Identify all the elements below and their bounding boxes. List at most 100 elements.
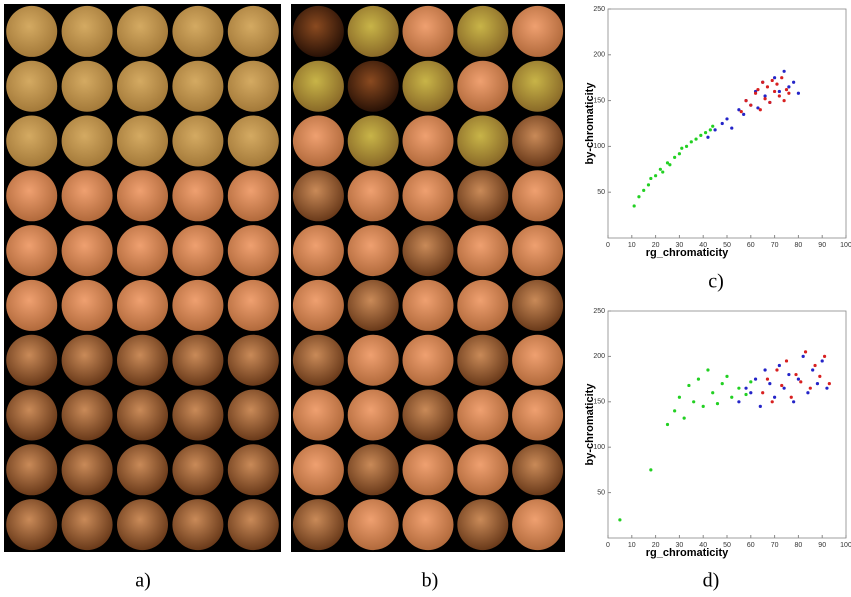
frame-thumbnail (117, 115, 168, 167)
x-tick-label: 70 (771, 542, 779, 549)
point (782, 69, 786, 73)
point (768, 100, 772, 105)
point (737, 108, 741, 112)
x-tick-label: 20 (652, 542, 660, 549)
frame-thumbnail (6, 334, 58, 386)
frame-thumbnail (512, 5, 564, 57)
y-axis-title: by-chromaticity (584, 82, 596, 165)
frame-thumbnail (117, 225, 168, 277)
point (782, 99, 786, 103)
frame-thumbnail (172, 170, 224, 222)
point (808, 386, 812, 390)
point (725, 117, 729, 121)
frame-thumbnail (227, 444, 279, 496)
point (703, 131, 708, 135)
point (654, 174, 658, 178)
x-tick-label: 80 (795, 242, 803, 249)
point (642, 188, 646, 192)
point (673, 409, 677, 413)
point (775, 368, 779, 372)
frame-thumbnail (61, 5, 113, 57)
x-tick-label: 0 (606, 242, 610, 249)
x-tick-label: 90 (818, 542, 826, 549)
point (744, 386, 748, 390)
x-tick-label: 50 (723, 242, 731, 249)
frame-thumbnail (347, 334, 399, 386)
x-tick-label: 20 (652, 242, 660, 249)
x-tick-label: 60 (747, 542, 755, 549)
frame-thumbnail (227, 170, 279, 222)
point (725, 374, 729, 378)
caption: b) (422, 570, 439, 592)
frame-thumbnail (172, 334, 224, 386)
point (796, 377, 801, 381)
frame-thumbnail (292, 334, 344, 386)
point (775, 82, 779, 86)
point (813, 363, 817, 368)
point (711, 391, 715, 395)
point (792, 80, 796, 84)
point (789, 395, 793, 399)
frame-thumbnail (227, 60, 279, 112)
frame-thumbnail (347, 170, 399, 222)
frame-thumbnail (457, 115, 509, 167)
plot-frame (607, 310, 847, 539)
frame-thumbnail (292, 170, 344, 222)
point (689, 140, 693, 144)
frame-thumbnail (6, 389, 58, 441)
point (780, 76, 784, 80)
point (715, 402, 720, 406)
point (827, 382, 831, 386)
frame-thumbnail (172, 115, 224, 167)
frame-thumbnail (347, 444, 399, 496)
frame-thumbnail (6, 279, 58, 331)
x-tick-label: 80 (795, 542, 803, 549)
point (749, 103, 753, 107)
point (694, 137, 698, 141)
frame-thumbnail (292, 115, 344, 167)
frame-thumbnail (457, 334, 509, 386)
frame-thumbnail (172, 389, 224, 441)
frame-thumbnail (6, 499, 58, 551)
point (773, 89, 777, 94)
point (758, 108, 762, 112)
point (684, 144, 689, 148)
point (739, 109, 743, 114)
point (618, 518, 622, 522)
point (753, 91, 758, 95)
x-tick-label: 60 (747, 242, 755, 249)
x-tick-label: 40 (699, 542, 707, 549)
point (753, 377, 758, 381)
frame-thumbnail (227, 115, 279, 167)
frame-thumbnail (117, 444, 168, 496)
frame-thumbnail (117, 279, 168, 331)
point (744, 392, 748, 397)
frame-thumbnail (402, 334, 454, 386)
x-tick-label: 10 (628, 542, 636, 549)
point (661, 170, 665, 174)
point (806, 391, 810, 395)
point (822, 354, 827, 358)
caption: a) (135, 570, 151, 592)
frame-thumbnail (402, 225, 454, 277)
point (680, 146, 684, 150)
frame-thumbnail (292, 444, 344, 496)
point (665, 422, 670, 427)
point (763, 368, 767, 372)
point (784, 359, 789, 363)
frame-thumbnail (457, 170, 509, 222)
frame-thumbnail (512, 115, 564, 167)
point (803, 350, 808, 354)
frame-thumbnail (457, 60, 509, 112)
point (787, 372, 791, 377)
frame-thumbnail (402, 444, 454, 496)
point (730, 126, 734, 130)
frame-thumbnail (172, 225, 224, 277)
y-tick-label: 200 (593, 52, 605, 59)
x-tick-label: 30 (676, 542, 684, 549)
point (699, 133, 703, 138)
x-tick-label: 90 (818, 242, 826, 249)
frame-thumbnail (347, 115, 399, 167)
